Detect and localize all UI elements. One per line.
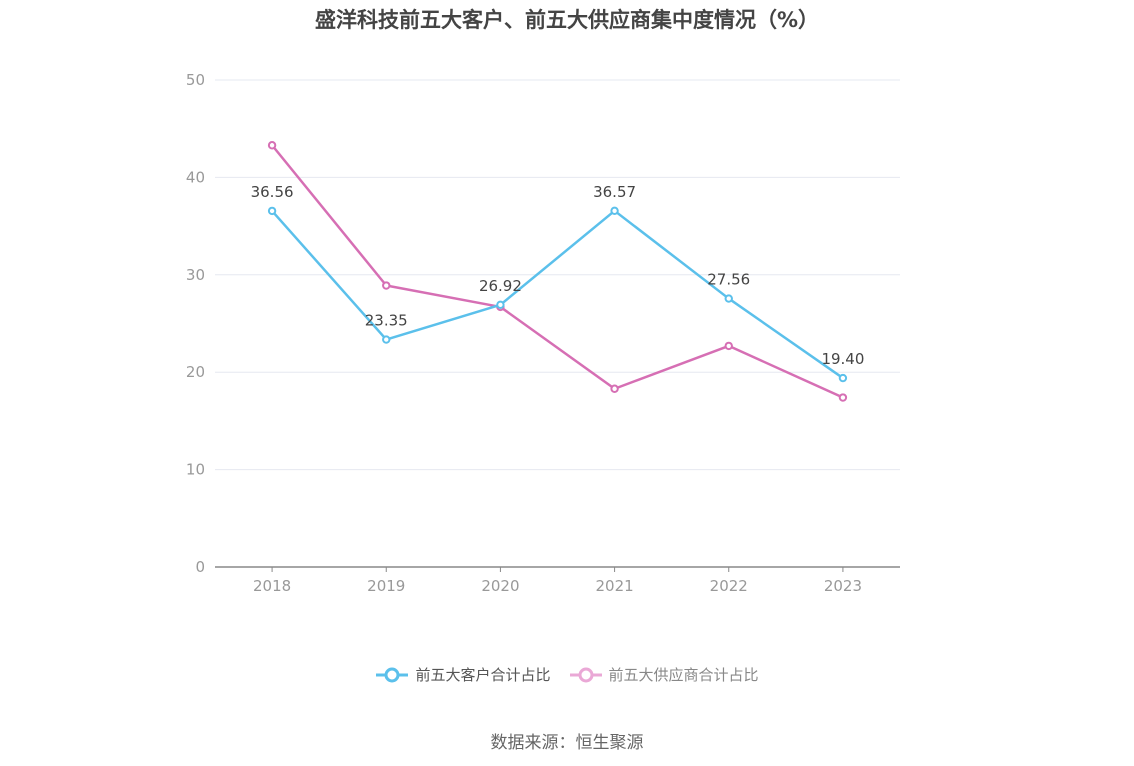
grid-lines <box>215 79 900 471</box>
y-tick-label-20: 20 <box>186 363 205 381</box>
data-point-0-2019 <box>382 335 391 344</box>
data-point-0-2018 <box>267 206 277 216</box>
data-point-1-2019 <box>382 281 391 290</box>
chart-title: 盛洋科技前五大客户、前五大供应商集中度情况（%） <box>314 8 820 32</box>
data-label-2018: 36.56 <box>251 183 294 201</box>
data-label-2023: 19.40 <box>821 350 864 368</box>
data-labels: 36.56 23.35 26.92 36.57 27.56 19.40 <box>251 183 865 368</box>
data-label-2020: 26.92 <box>479 277 522 295</box>
legend: 前五大客户合计占比 前五大供应商合计占比 <box>0 664 1134 685</box>
data-label-2022: 27.56 <box>707 271 750 289</box>
legend-label-customers: 前五大客户合计占比 <box>415 666 551 684</box>
legend-marker-suppliers <box>569 667 602 682</box>
y-tick-label-30: 30 <box>186 266 205 284</box>
legend-item-suppliers[interactable]: 前五大供应商合计占比 <box>569 664 759 685</box>
series <box>267 141 848 402</box>
y-tick-label-0: 0 <box>195 558 205 576</box>
y-tick-label-10: 10 <box>186 461 205 479</box>
legend-marker-customers <box>376 667 409 682</box>
x-tick-label-2021: 2021 <box>595 577 633 595</box>
data-point-1-2023 <box>838 393 848 402</box>
legend-label-suppliers: 前五大供应商合计占比 <box>608 666 759 684</box>
data-point-0-2020 <box>496 300 505 309</box>
x-tick-label-2020: 2020 <box>481 577 519 595</box>
x-tick-label-2018: 2018 <box>253 577 291 595</box>
x-tick-label-2023: 2023 <box>824 577 862 595</box>
data-label-2021: 36.57 <box>593 183 636 201</box>
y-tick-label-50: 50 <box>186 71 205 89</box>
x-tick-label-2019: 2019 <box>367 577 405 595</box>
data-source: 数据来源：恒生聚源 <box>490 733 644 753</box>
data-label-2019: 23.35 <box>365 312 408 330</box>
data-point-1-2022 <box>724 341 733 351</box>
data-point-0-2023 <box>838 373 848 383</box>
data-point-0-2021 <box>610 206 619 216</box>
series-line-0 <box>271 209 844 380</box>
data-point-1-2021 <box>610 384 619 393</box>
axes: 0 10 20 30 40 50 2018 2019 2020 2021 2022 2023 <box>186 71 900 595</box>
legend-item-customers[interactable]: 前五大客户合计占比 <box>375 664 551 685</box>
series-line-1 <box>271 144 844 399</box>
data-point-1-2018 <box>267 141 277 150</box>
data-point-0-2022 <box>724 294 733 303</box>
x-tick-label-2022: 2022 <box>710 577 748 595</box>
y-tick-label-40: 40 <box>186 168 205 186</box>
